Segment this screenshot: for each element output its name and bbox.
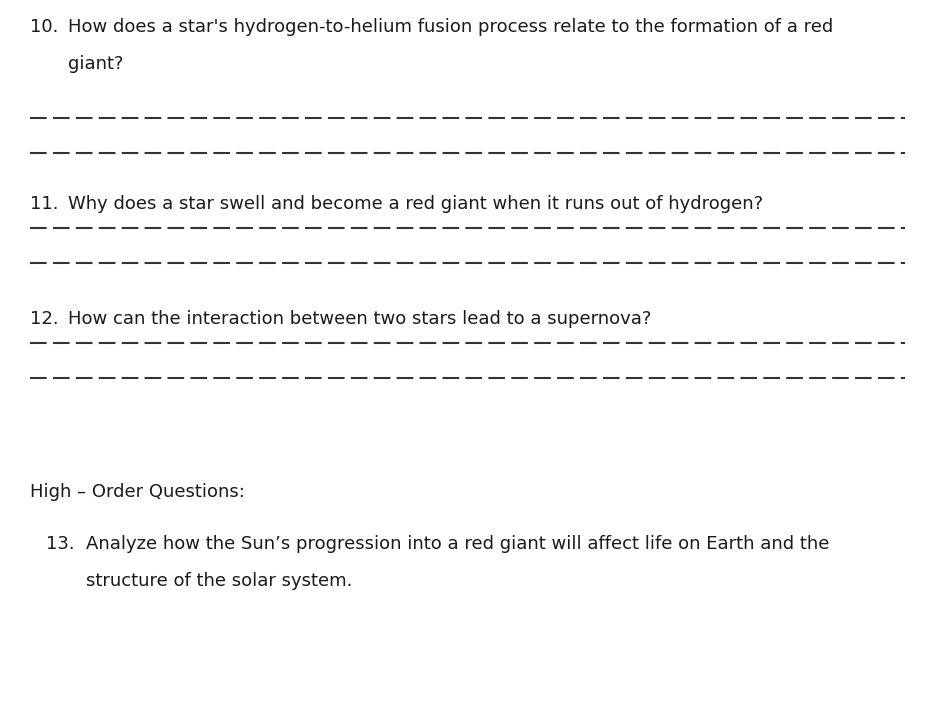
Text: 12.: 12.: [30, 310, 58, 328]
Text: Why does a star swell and become a red giant when it runs out of hydrogen?: Why does a star swell and become a red g…: [68, 195, 762, 213]
Text: Analyze how the Sun’s progression into a red giant will affect life on Earth and: Analyze how the Sun’s progression into a…: [86, 535, 829, 553]
Text: 11.: 11.: [30, 195, 58, 213]
Text: 13.: 13.: [46, 535, 74, 553]
Text: How can the interaction between two stars lead to a supernova?: How can the interaction between two star…: [68, 310, 651, 328]
Text: High – Order Questions:: High – Order Questions:: [30, 483, 245, 501]
Text: giant?: giant?: [68, 55, 123, 73]
Text: structure of the solar system.: structure of the solar system.: [86, 572, 352, 590]
Text: How does a star's hydrogen-to-helium fusion process relate to the formation of a: How does a star's hydrogen-to-helium fus…: [68, 18, 832, 36]
Text: 10.: 10.: [30, 18, 58, 36]
